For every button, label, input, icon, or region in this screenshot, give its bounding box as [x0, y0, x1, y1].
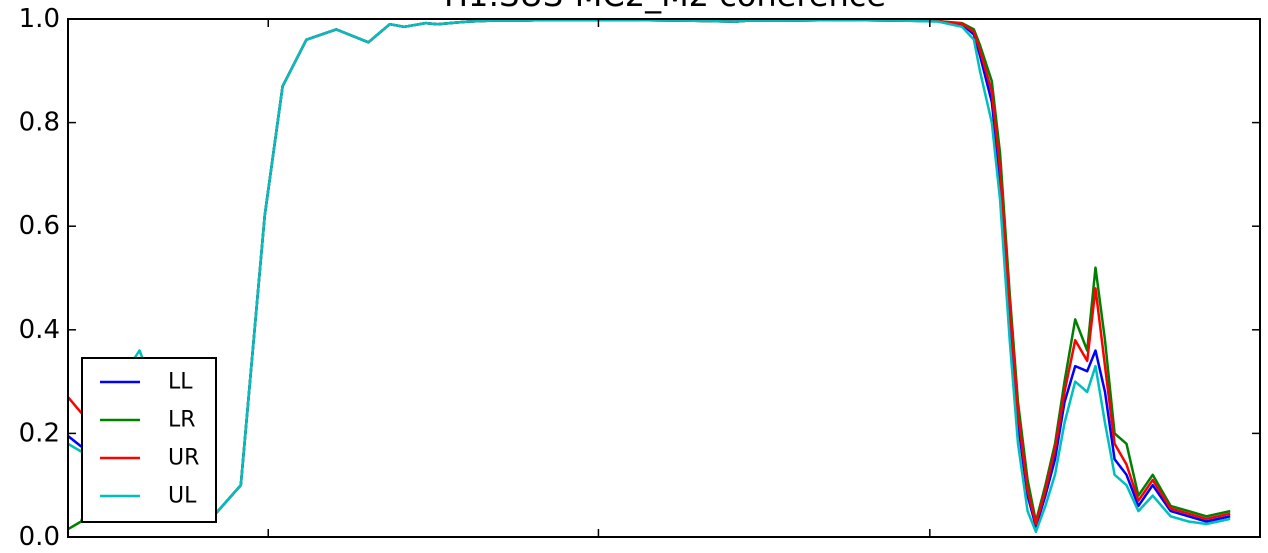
y-tick-label: 0.6	[19, 211, 60, 241]
y-tick-label: 0.2	[19, 418, 60, 448]
y-tick-label: 0.0	[19, 522, 60, 552]
plot-frame	[67, 18, 1261, 538]
series-layer	[67, 18, 1231, 534]
y-tick-label: 1.0	[19, 4, 60, 34]
legend-box	[81, 357, 217, 523]
chart-title: H1:SUS-MC2_M2 coherence	[444, 0, 886, 14]
legend-label-ur: UR	[168, 446, 199, 471]
x-ticks	[267, 19, 931, 537]
legend: LL LR UR UL	[81, 357, 217, 523]
legend-label-lr: LR	[168, 408, 196, 433]
series-ul-line	[67, 18, 1231, 534]
y-ticks: 0.0 0.2 0.4 0.6 0.8 1.0	[19, 4, 1260, 552]
legend-label-ll: LL	[168, 370, 193, 395]
legend-label-ul: UL	[168, 484, 197, 509]
y-tick-label: 0.4	[19, 315, 60, 345]
y-tick-label: 0.8	[19, 108, 60, 138]
